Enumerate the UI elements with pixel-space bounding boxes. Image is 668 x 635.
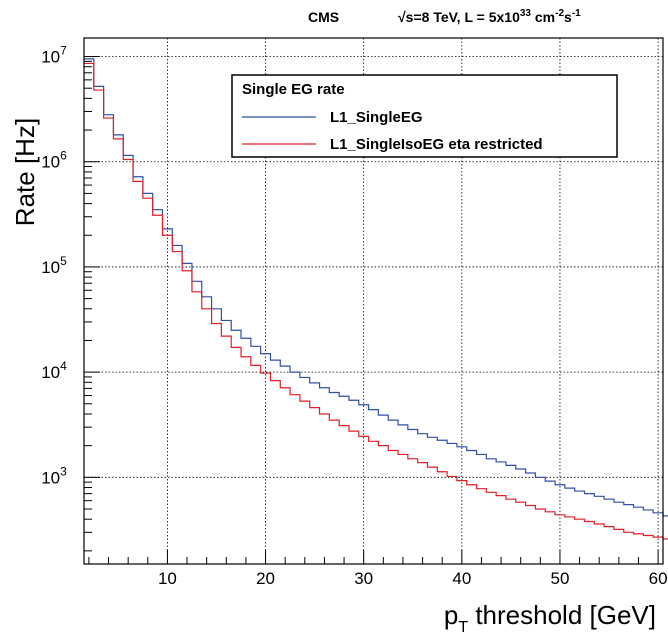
plot-frame xyxy=(83,37,664,565)
legend-box xyxy=(231,74,618,158)
legend-title: Single EG rate xyxy=(242,81,345,98)
axis-ticks xyxy=(84,56,659,564)
y-tick-label: 103 xyxy=(41,464,67,487)
series-layer xyxy=(84,58,668,540)
y-tick-label: 105 xyxy=(41,254,67,277)
legend-entry-singleisoeg: L1_SingleIsoEG eta restricted xyxy=(330,136,543,153)
legend-entry-singleeg: L1_SingleEG xyxy=(330,109,423,126)
x-axis-label: pT threshold [GeV] xyxy=(444,600,656,635)
legend: Single EG rate L1_SingleEG L1_SingleIsoE… xyxy=(231,74,618,158)
experiment-label: CMS xyxy=(308,9,339,25)
series-line-1 xyxy=(84,62,668,540)
x-tick-label: 10 xyxy=(158,569,177,588)
x-tick-label: 20 xyxy=(256,569,275,588)
x-tick-label: 40 xyxy=(452,569,471,588)
y-tick-label: 106 xyxy=(41,149,67,172)
y-axis-label: Rate [Hz] xyxy=(10,118,40,226)
y-tick-label: 107 xyxy=(41,44,67,67)
tick-labels: 10 20 30 40 50 60 103 104 105 106 107 xyxy=(41,44,667,588)
x-tick-label: 60 xyxy=(649,569,668,588)
x-tick-label: 30 xyxy=(354,569,373,588)
y-tick-label: 104 xyxy=(41,359,67,382)
energy-lumi-label: √s=8 TeV, L = 5x1033 cm-2s-1 xyxy=(398,8,581,25)
x-tick-label: 50 xyxy=(550,569,569,588)
